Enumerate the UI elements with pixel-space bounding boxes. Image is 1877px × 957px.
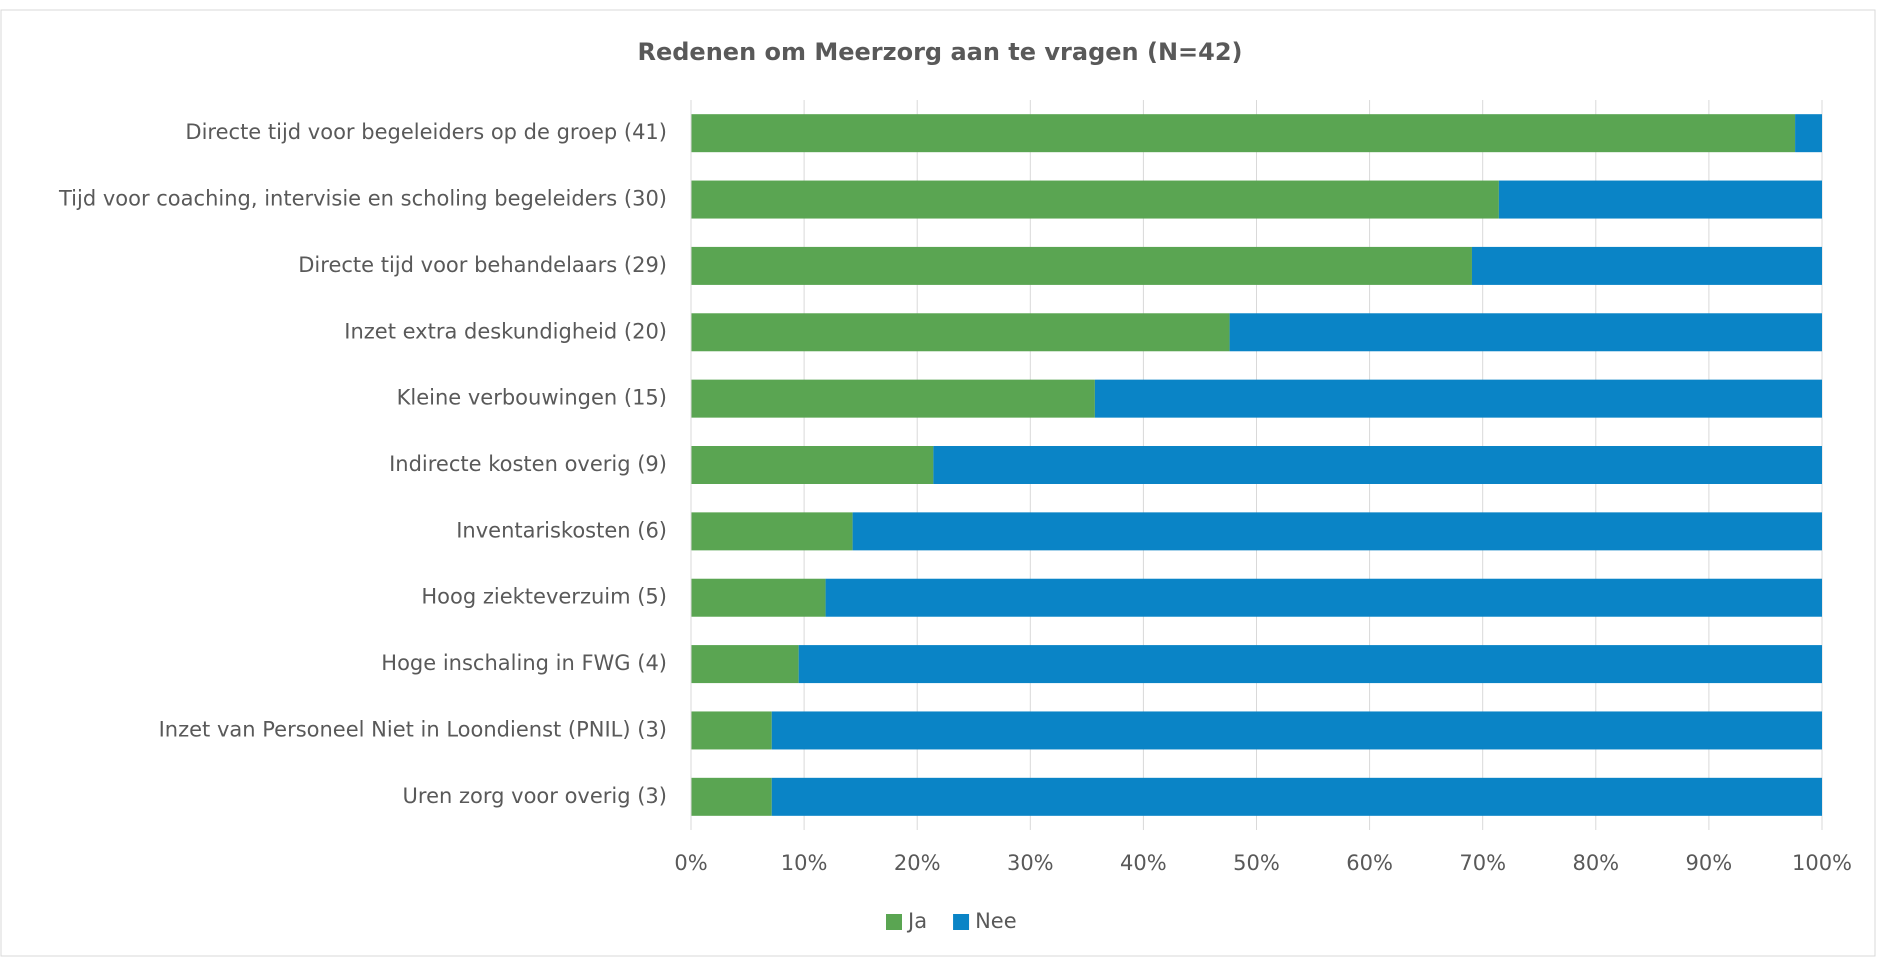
legend-swatch xyxy=(886,914,902,930)
x-tick-label: 50% xyxy=(1233,851,1280,875)
x-tick-label: 60% xyxy=(1346,851,1393,875)
x-tick-label: 70% xyxy=(1459,851,1506,875)
x-tick-label: 30% xyxy=(1007,851,1054,875)
y-tick-label: Directe tijd voor behandelaars (29) xyxy=(298,253,667,277)
y-tick-label: Hoge inschaling in FWG (4) xyxy=(381,651,667,675)
x-tick-label: 0% xyxy=(674,851,707,875)
legend-label: Nee xyxy=(975,909,1017,933)
y-tick-label: Uren zorg voor overig (3) xyxy=(403,784,667,808)
bar-segment xyxy=(771,711,1822,750)
bar-segment xyxy=(852,512,1822,551)
y-tick-label: Inzet extra deskundigheid (20) xyxy=(344,319,667,343)
x-tick-label: 100% xyxy=(1792,851,1852,875)
x-tick-label: 80% xyxy=(1572,851,1619,875)
x-tick-label: 40% xyxy=(1120,851,1167,875)
y-tick-label: Directe tijd voor begeleiders op de groe… xyxy=(185,120,667,144)
bar-segment xyxy=(1094,379,1822,418)
bar-segment xyxy=(798,645,1822,684)
y-tick-label: Indirecte kosten overig (9) xyxy=(389,452,667,476)
bar-segment xyxy=(1229,313,1822,352)
legend-swatch xyxy=(953,914,970,930)
bar-segment xyxy=(691,711,772,750)
bar-segment xyxy=(1498,180,1822,219)
bar-segment xyxy=(691,114,1796,153)
y-tick-label: Hoog ziekteverzuim (5) xyxy=(421,585,667,609)
y-tick-label: Inzet van Personeel Niet in Loondienst (… xyxy=(159,717,667,741)
bar-segment xyxy=(691,446,934,484)
bar-segment xyxy=(691,180,1499,219)
bar-segment xyxy=(691,578,826,617)
x-tick-label: 90% xyxy=(1686,851,1733,875)
bar-segment xyxy=(933,446,1822,484)
y-tick-label: Inventariskosten (6) xyxy=(456,518,667,542)
chart-title: Redenen om Meerzorg aan te vragen (N=42) xyxy=(637,38,1242,66)
y-tick-label: Kleine verbouwingen (15) xyxy=(397,386,667,410)
bar-segment xyxy=(771,777,1822,816)
bar-segment xyxy=(691,246,1472,285)
bar-segment xyxy=(691,645,799,684)
bar-segment xyxy=(825,578,1822,617)
bar-segment xyxy=(1795,114,1822,153)
y-tick-label: Tijd voor coaching, intervisie en scholi… xyxy=(58,187,667,211)
bar-segment xyxy=(1471,246,1822,285)
bar-segment xyxy=(691,777,772,816)
bar-segment xyxy=(691,512,853,551)
x-tick-label: 20% xyxy=(894,851,941,875)
x-tick-label: 10% xyxy=(781,851,828,875)
bar-segment xyxy=(691,313,1230,352)
legend-label: Ja xyxy=(906,909,927,933)
bar-segment xyxy=(691,379,1095,418)
